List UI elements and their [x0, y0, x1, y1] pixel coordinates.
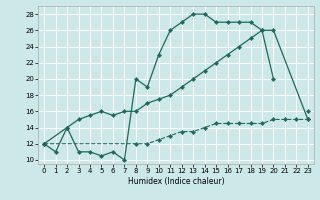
X-axis label: Humidex (Indice chaleur): Humidex (Indice chaleur) — [128, 177, 224, 186]
